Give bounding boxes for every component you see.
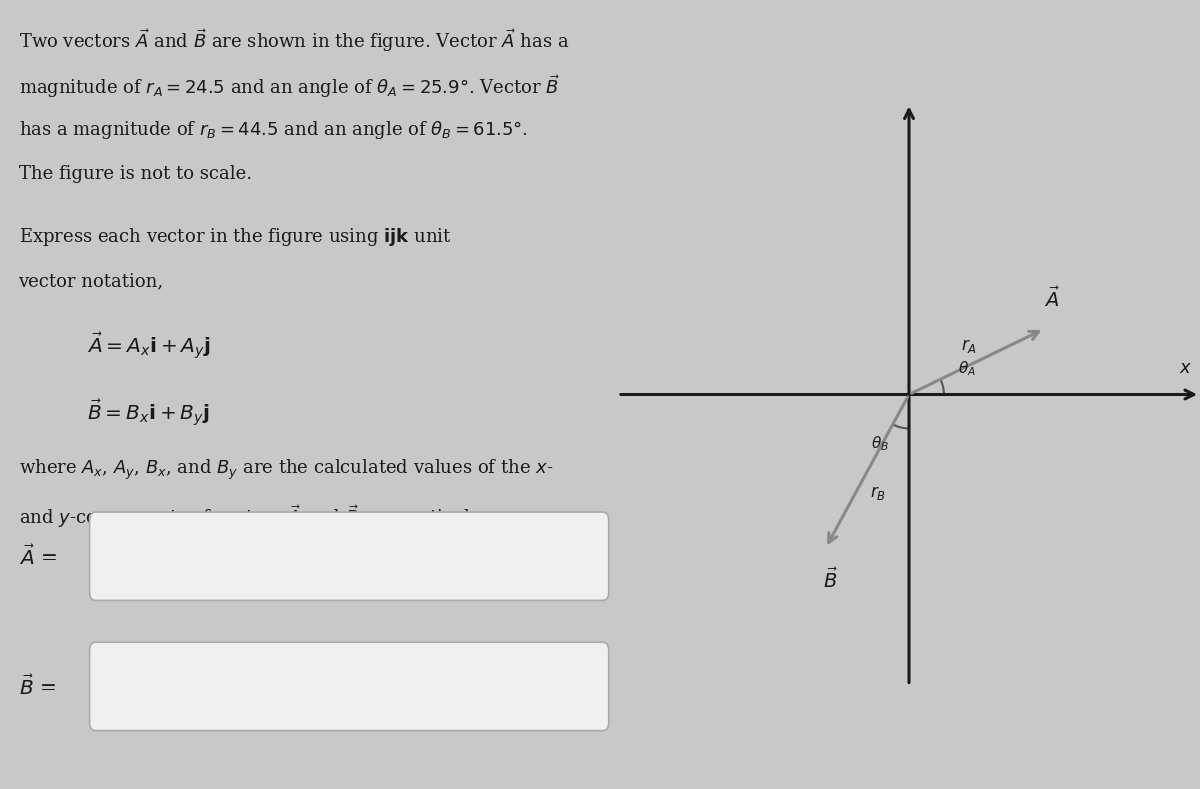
- Text: $\theta_A$: $\theta_A$: [958, 360, 976, 379]
- Text: $\vec{B}$ =: $\vec{B}$ =: [18, 674, 55, 699]
- Text: vector notation,: vector notation,: [18, 272, 163, 290]
- Text: Express each vector in the figure using $\mathbf{ijk}$ unit: Express each vector in the figure using …: [18, 226, 451, 249]
- Text: $\vec{A} = A_x\mathbf{i} + A_y\mathbf{j}$: $\vec{A} = A_x\mathbf{i} + A_y\mathbf{j}…: [86, 331, 210, 362]
- FancyBboxPatch shape: [90, 642, 608, 731]
- FancyBboxPatch shape: [90, 512, 608, 600]
- Text: $\vec{A}$: $\vec{A}$: [1044, 287, 1060, 312]
- Text: $\vec{B} = B_x\mathbf{i} + B_y\mathbf{j}$: $\vec{B} = B_x\mathbf{i} + B_y\mathbf{j}…: [86, 398, 209, 429]
- Text: The figure is not to scale.: The figure is not to scale.: [18, 165, 252, 183]
- Text: has a magnitude of $r_B = 44.5$ and an angle of $\theta_B = 61.5°$.: has a magnitude of $r_B = 44.5$ and an a…: [18, 119, 528, 141]
- Text: $x$: $x$: [1178, 359, 1193, 377]
- Text: $\theta_B$: $\theta_B$: [871, 434, 889, 453]
- Text: and $y$-components of vectors $\vec{A}$ and $\vec{B}$, respectively.: and $y$-components of vectors $\vec{A}$ …: [18, 503, 485, 530]
- Text: $\vec{A}$ =: $\vec{A}$ =: [18, 544, 56, 569]
- Text: $r_A$: $r_A$: [961, 337, 977, 355]
- Text: magnitude of $r_A = 24.5$ and an angle of $\theta_A = 25.9°$. Vector $\vec{B}$: magnitude of $r_A = 24.5$ and an angle o…: [18, 73, 559, 100]
- Text: $r_B$: $r_B$: [870, 484, 886, 502]
- Text: Two vectors $\vec{A}$ and $\vec{B}$ are shown in the figure. Vector $\vec{A}$ ha: Two vectors $\vec{A}$ and $\vec{B}$ are …: [18, 28, 569, 54]
- Text: $\vec{B}$: $\vec{B}$: [823, 567, 838, 592]
- Text: where $A_x$, $A_y$, $B_x$, and $B_y$ are the calculated values of the $x$-: where $A_x$, $A_y$, $B_x$, and $B_y$ are…: [18, 458, 553, 482]
